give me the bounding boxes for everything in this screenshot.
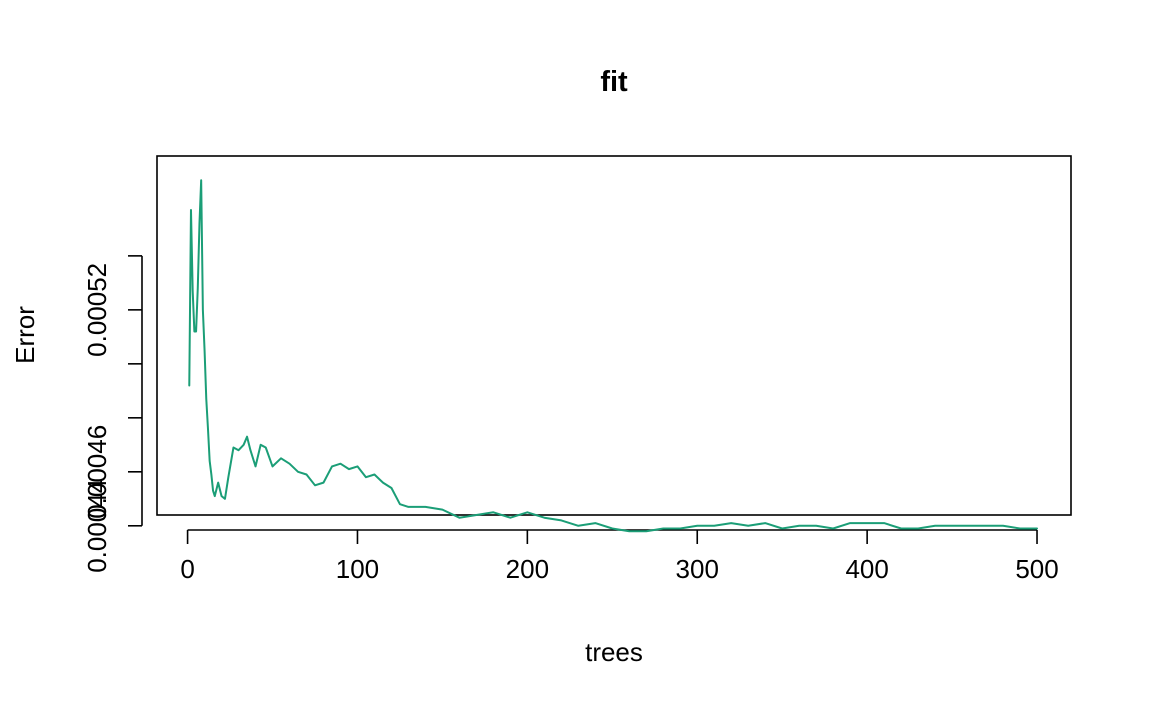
y-tick-label: 0.00046 (82, 425, 112, 519)
chart-title: fit (600, 66, 628, 98)
x-tick-label: 100 (336, 554, 379, 584)
x-tick-label: 500 (1015, 554, 1058, 584)
plot-frame (156, 155, 1072, 516)
x-tick-label: 400 (845, 554, 888, 584)
series-layer (188, 179, 1039, 533)
x-tick-label: 0 (180, 554, 194, 584)
error-series-line-0 (188, 179, 1039, 533)
y-tick-label: 0.00044 (82, 479, 112, 573)
x-tick-label: 200 (506, 554, 549, 584)
y-tick-label: 0.00052 (82, 263, 112, 357)
x-axis: 0 100 200 300 400 500 (180, 529, 1059, 584)
y-axis-label: Error (10, 306, 40, 364)
x-tick-label: 300 (676, 554, 719, 584)
x-axis-label: trees (585, 637, 643, 667)
